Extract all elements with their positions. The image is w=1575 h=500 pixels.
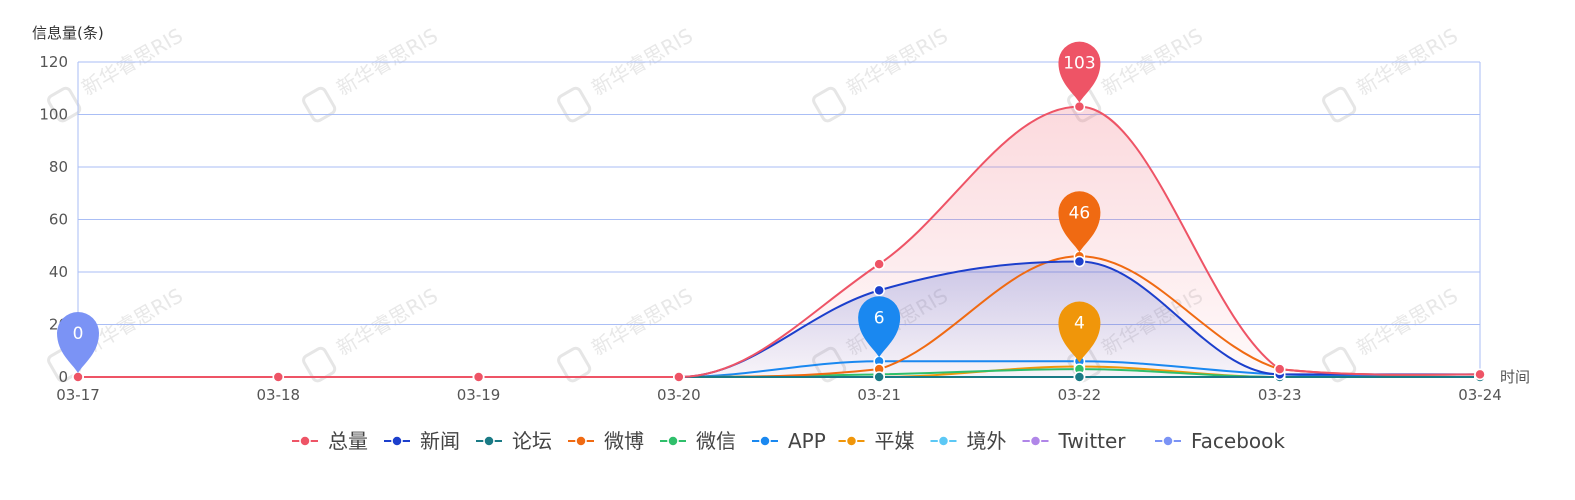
max-pin: 103 (1058, 41, 1101, 103)
point-总量[interactable] (1474, 368, 1486, 381)
legend-marker (759, 435, 771, 447)
legend-marker (575, 435, 587, 447)
legend-item-APP[interactable]: APP (752, 429, 826, 453)
point-新闻[interactable] (1073, 255, 1086, 268)
legend-item-平媒[interactable]: 平媒 (838, 429, 915, 453)
legend-item-Facebook[interactable]: Facebook (1155, 429, 1285, 453)
y-tick-label: 40 (49, 263, 68, 281)
y-tick-label: 100 (39, 106, 68, 124)
max-value-markers: 103 46 6 4 0 (57, 41, 1101, 373)
pin-shape (858, 296, 901, 358)
legend-marker (667, 435, 679, 447)
x-axis-title: 时间 (1500, 368, 1530, 386)
x-tick-label: 03-23 (1258, 386, 1302, 404)
legend-label: Twitter (1058, 429, 1127, 453)
legend-label: 微博 (604, 429, 644, 453)
watermark: 新华睿思RIS (1322, 23, 1462, 123)
legend-marker (391, 435, 403, 447)
watermark: 新华睿思RIS (557, 283, 697, 383)
pin-label: 46 (1069, 203, 1091, 223)
point-总量[interactable] (1273, 363, 1286, 375)
pin-label: 6 (874, 308, 885, 328)
point-总量[interactable] (472, 371, 485, 383)
y-axis-title: 信息量(条) (32, 24, 104, 42)
pin-label: 4 (1074, 314, 1085, 334)
legend-item-微博[interactable]: 微博 (568, 429, 644, 453)
watermark: 新华睿思RIS (812, 23, 952, 123)
y-tick-label: 0 (58, 368, 68, 386)
point-总量[interactable] (873, 258, 885, 270)
y-tick-label: 60 (49, 211, 68, 229)
legend-item-Twitter[interactable]: Twitter (1022, 429, 1127, 453)
x-tick-label: 03-20 (657, 386, 701, 404)
watermark: 新华睿思RIS (302, 23, 442, 123)
line-总量 (78, 105, 1481, 379)
area-总量 (78, 106, 1480, 377)
point-总量[interactable] (272, 371, 285, 383)
x-tick-label: 03-17 (56, 386, 100, 404)
watermark-text: 新华睿思RIS (332, 283, 441, 360)
point-论坛[interactable] (873, 371, 885, 383)
x-tick-label: 03-21 (857, 386, 901, 404)
legend-marker (1162, 435, 1174, 447)
area-fills (78, 106, 1480, 377)
legend-item-微信[interactable]: 微信 (660, 429, 736, 453)
pin-shape (57, 312, 99, 373)
watermark: 新华睿思RIS (557, 23, 697, 123)
y-tick-label: 80 (49, 158, 68, 176)
max-pin: 0 (57, 312, 99, 373)
pin-shape (1058, 301, 1101, 363)
legend-marker (845, 435, 858, 447)
legend-label: 新闻 (420, 429, 460, 453)
legend-label: APP (788, 429, 826, 453)
legend[interactable]: 总量 新闻 论坛 微博 微信 APP 平媒 境外 Twitter Facebook (292, 429, 1285, 453)
x-tick-label: 03-18 (256, 386, 300, 404)
data-points (72, 100, 1486, 383)
legend-item-新闻[interactable]: 新闻 (384, 429, 460, 453)
max-pin: 6 (858, 296, 901, 358)
pin-shape (1058, 191, 1101, 253)
legend-item-境外[interactable]: 境外 (930, 429, 1007, 453)
point-总量[interactable] (673, 371, 685, 383)
pin-label: 103 (1063, 54, 1095, 74)
legend-label: 平媒 (875, 429, 915, 453)
watermark: 新华睿思RIS (302, 283, 442, 383)
point-新闻[interactable] (873, 284, 885, 297)
y-tick-label: 120 (39, 53, 68, 71)
legend-marker (937, 435, 950, 447)
x-tick-label: 03-24 (1458, 386, 1502, 404)
max-pin: 46 (1058, 191, 1101, 253)
point-论坛[interactable] (1073, 371, 1086, 383)
watermark: 新华睿思RIS (1322, 283, 1462, 383)
max-pin: 4 (1058, 301, 1101, 363)
pin-shape (1058, 41, 1101, 103)
legend-marker (483, 435, 495, 447)
legend-marker (299, 435, 311, 447)
point-总量[interactable] (72, 371, 84, 383)
watermark-text: 新华睿思RIS (587, 283, 696, 360)
legend-label: 微信 (696, 429, 736, 453)
area-新闻 (78, 261, 1480, 377)
legend-label: 境外 (967, 429, 1007, 453)
point-总量[interactable] (1073, 100, 1086, 113)
legend-item-总量[interactable]: 总量 (292, 429, 368, 453)
legend-label: Facebook (1191, 429, 1285, 453)
x-tick-label: 03-22 (1058, 386, 1102, 404)
series-lines (78, 105, 1481, 379)
x-tick-label: 03-19 (457, 386, 501, 404)
legend-label: 论坛 (512, 429, 552, 453)
legend-item-论坛[interactable]: 论坛 (476, 429, 552, 453)
watermark-text: 新华睿思RIS (1352, 283, 1461, 360)
watermark-layer: 新华睿思RIS 新华睿思RIS 新华睿思RIS 新华睿思RIS 新华睿思RIS 新华睿思R… (47, 23, 1462, 383)
pin-label: 0 (73, 324, 84, 344)
legend-label: 总量 (328, 429, 368, 453)
legend-marker (1029, 435, 1042, 447)
grid-lines (78, 61, 1481, 378)
